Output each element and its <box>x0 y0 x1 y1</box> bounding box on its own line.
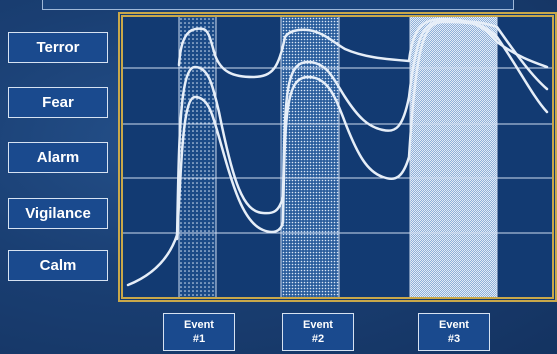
event-label-2: Event #2 <box>282 313 354 351</box>
level-text-fear: Fear <box>42 94 74 111</box>
level-text-alarm: Alarm <box>36 149 80 166</box>
event-label-1-line1: Event <box>184 319 214 331</box>
level-text-vigilance: Vigilance <box>25 205 91 222</box>
level-label-vigilance: Vigilance <box>8 198 108 229</box>
event-band-1 <box>179 17 216 297</box>
response-diagram <box>123 17 552 297</box>
event-label-1-line2: #1 <box>192 333 206 345</box>
level-text-calm: Calm <box>39 257 77 274</box>
level-label-alarm: Alarm <box>8 142 108 173</box>
title-strip <box>42 0 514 10</box>
level-label-calm: Calm <box>8 250 108 281</box>
event-label-3-line1: Event <box>439 319 469 331</box>
event-band-3 <box>410 17 497 297</box>
level-text-terror: Terror <box>36 39 80 56</box>
response-curve-middle <box>175 19 549 241</box>
event-label-1: Event #1 <box>163 313 235 351</box>
level-label-fear: Fear <box>8 87 108 118</box>
event-label-2-line2: #2 <box>311 333 325 345</box>
response-curve-upper <box>177 17 549 79</box>
event-label-3: Event #3 <box>418 313 490 351</box>
event-label-2-line1: Event <box>303 319 333 331</box>
event-band-2 <box>281 17 339 297</box>
event-label-3-line2: #3 <box>447 333 461 345</box>
level-label-terror: Terror <box>8 32 108 63</box>
